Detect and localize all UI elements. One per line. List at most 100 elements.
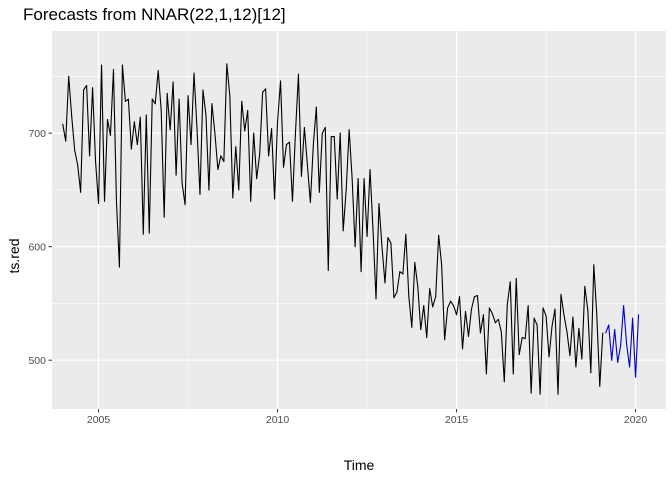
observed-point-61 bbox=[244, 130, 246, 132]
observed-point-172 bbox=[575, 366, 577, 368]
observed-point-96 bbox=[348, 129, 350, 131]
observed-point-91 bbox=[333, 136, 335, 138]
observed-point-43 bbox=[190, 144, 192, 146]
observed-point-111 bbox=[393, 297, 395, 299]
observed-point-93 bbox=[339, 132, 341, 134]
observed-point-42 bbox=[187, 95, 189, 97]
observed-point-165 bbox=[554, 308, 556, 310]
observed-point-100 bbox=[360, 271, 362, 273]
observed-point-119 bbox=[417, 285, 419, 287]
observed-point-80 bbox=[300, 175, 302, 177]
forecast-point-2 bbox=[611, 359, 613, 361]
observed-point-13 bbox=[101, 64, 103, 66]
observed-point-127 bbox=[441, 264, 443, 266]
observed-point-70 bbox=[271, 128, 273, 130]
observed-point-54 bbox=[223, 161, 225, 163]
observed-point-59 bbox=[238, 189, 240, 191]
observed-point-101 bbox=[363, 178, 365, 180]
observed-point-133 bbox=[459, 296, 461, 298]
observed-point-130 bbox=[450, 300, 452, 302]
observed-point-36 bbox=[169, 129, 171, 131]
forecast-point-10 bbox=[635, 376, 637, 378]
observed-point-176 bbox=[587, 309, 589, 311]
forecast-point-7 bbox=[626, 343, 628, 345]
x-axis-ticks: 2005 2010 2015 2020 bbox=[87, 409, 647, 426]
observed-point-12 bbox=[98, 203, 100, 205]
observed-point-125 bbox=[435, 296, 437, 298]
observed-point-35 bbox=[166, 92, 168, 94]
observed-point-106 bbox=[378, 203, 380, 205]
observed-point-174 bbox=[581, 358, 583, 360]
observed-point-55 bbox=[226, 63, 228, 65]
forecast-point-9 bbox=[632, 317, 634, 319]
observed-point-118 bbox=[414, 262, 416, 264]
series-layer bbox=[62, 63, 640, 395]
observed-point-39 bbox=[178, 98, 180, 100]
observed-point-52 bbox=[217, 168, 219, 170]
observed-point-16 bbox=[109, 134, 111, 136]
observed-point-103 bbox=[369, 168, 371, 170]
observed-point-34 bbox=[163, 216, 165, 218]
observed-point-3 bbox=[71, 115, 73, 117]
observed-point-71 bbox=[274, 198, 276, 200]
observed-point-108 bbox=[384, 282, 386, 284]
observed-point-115 bbox=[405, 233, 407, 235]
observed-point-68 bbox=[265, 88, 267, 90]
observed-point-149 bbox=[506, 304, 508, 306]
observed-point-88 bbox=[324, 126, 326, 128]
forecast-point-11 bbox=[638, 314, 640, 316]
observed-point-89 bbox=[327, 270, 329, 272]
observed-point-82 bbox=[306, 164, 308, 166]
y-axis-ticks: 500 600 700 bbox=[28, 128, 52, 367]
observed-point-81 bbox=[303, 126, 305, 128]
observed-point-157 bbox=[530, 392, 532, 394]
observed-series-line bbox=[62, 63, 604, 395]
observed-point-14 bbox=[104, 200, 106, 202]
observed-point-154 bbox=[521, 336, 523, 338]
observed-point-155 bbox=[524, 338, 526, 340]
observed-point-104 bbox=[372, 229, 374, 231]
observed-point-23 bbox=[130, 148, 132, 150]
observed-point-144 bbox=[491, 313, 493, 315]
observed-point-25 bbox=[136, 144, 138, 146]
observed-point-64 bbox=[253, 132, 255, 134]
observed-point-99 bbox=[357, 178, 359, 180]
observed-point-158 bbox=[533, 317, 535, 319]
y-axis-title: ts.red bbox=[6, 238, 22, 273]
observed-point-122 bbox=[426, 336, 428, 338]
observed-point-171 bbox=[572, 316, 574, 318]
observed-point-69 bbox=[268, 155, 270, 157]
observed-point-29 bbox=[148, 232, 150, 234]
observed-point-137 bbox=[470, 308, 472, 310]
x-tick-label-2015: 2015 bbox=[445, 414, 469, 426]
observed-point-65 bbox=[256, 178, 258, 180]
observed-point-166 bbox=[557, 393, 559, 395]
major-gridlines bbox=[52, 31, 666, 409]
observed-point-74 bbox=[283, 166, 285, 168]
observed-point-162 bbox=[545, 315, 547, 317]
observed-point-94 bbox=[342, 230, 344, 232]
observed-point-128 bbox=[444, 339, 446, 341]
observed-point-168 bbox=[563, 314, 565, 316]
observed-point-10 bbox=[92, 87, 94, 89]
observed-point-86 bbox=[318, 191, 320, 193]
observed-point-27 bbox=[142, 233, 144, 235]
observed-point-153 bbox=[518, 354, 520, 356]
observed-point-143 bbox=[488, 307, 490, 309]
observed-point-141 bbox=[482, 314, 484, 316]
observed-point-126 bbox=[438, 234, 440, 236]
observed-point-148 bbox=[503, 381, 505, 383]
observed-point-40 bbox=[181, 182, 183, 184]
observed-point-22 bbox=[127, 98, 129, 100]
forecast-point-8 bbox=[629, 366, 631, 368]
observed-point-107 bbox=[381, 246, 383, 248]
x-axis-title: Time bbox=[344, 457, 375, 473]
observed-point-1 bbox=[65, 140, 67, 142]
observed-point-177 bbox=[590, 372, 592, 374]
observed-point-47 bbox=[202, 89, 204, 91]
observed-point-116 bbox=[408, 296, 410, 298]
observed-point-146 bbox=[497, 318, 499, 320]
observed-point-84 bbox=[312, 144, 314, 146]
observed-point-173 bbox=[578, 327, 580, 329]
observed-point-78 bbox=[294, 132, 296, 134]
